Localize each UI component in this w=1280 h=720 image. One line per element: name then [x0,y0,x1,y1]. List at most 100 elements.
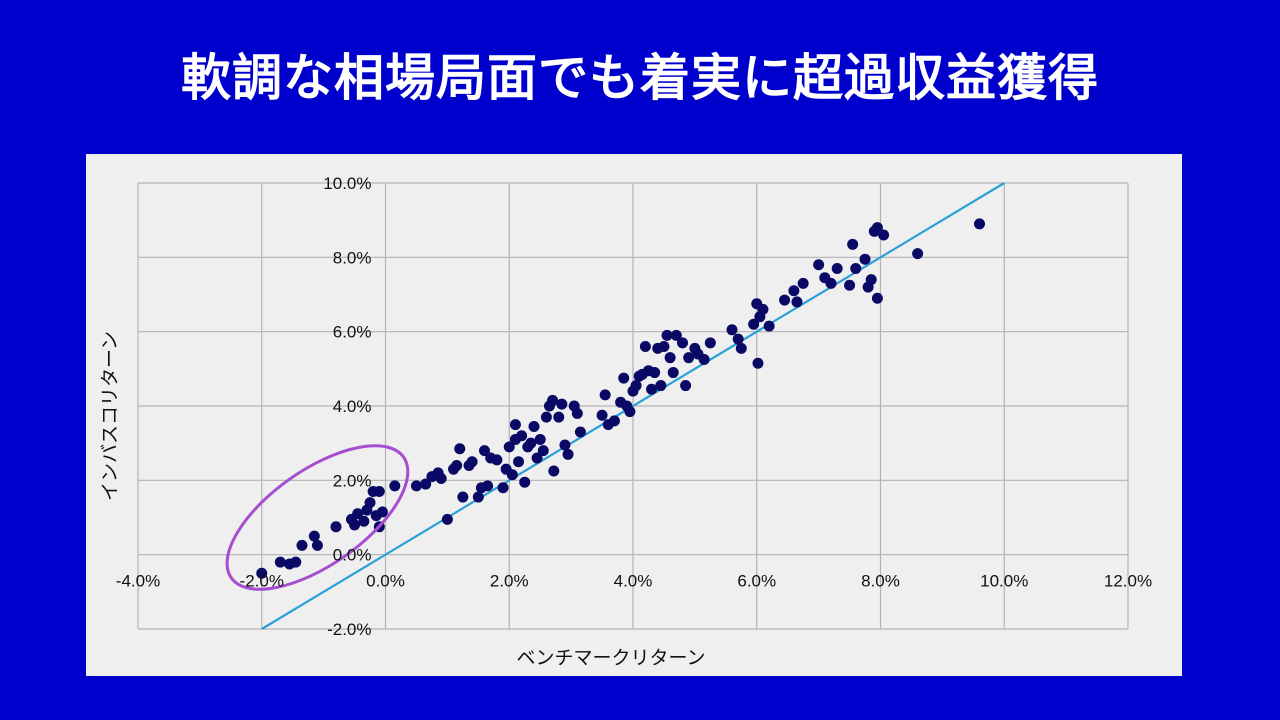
data-point-56 [548,465,560,477]
data-point-97 [748,318,760,330]
x-tick-label-1: -2.0% [240,572,284,591]
data-point-4 [296,539,308,551]
x-tick-label-4: 4.0% [614,572,653,591]
data-point-5 [308,530,320,542]
data-point-67 [608,415,620,427]
reference-line-layer [261,182,1005,630]
data-point-7 [330,521,342,533]
data-point-101 [757,303,769,315]
data-point-120 [878,229,890,241]
data-point-49 [528,420,540,432]
data-point-84 [664,352,676,364]
data-point-104 [788,285,800,297]
data-point-82 [658,341,670,353]
data-point-53 [540,411,552,423]
data-point-38 [497,482,509,494]
data-point-18 [373,485,385,497]
data-point-109 [825,277,837,289]
data-point-57 [553,411,565,423]
data-point-60 [562,448,574,460]
data-point-37 [491,454,503,466]
data-point-58 [556,398,568,410]
data-point-73 [630,380,642,392]
y-tick-label-1: 0.0% [333,546,372,565]
data-point-10 [352,508,364,520]
x-tick-label-5: 6.0% [737,572,776,591]
data-point-27 [451,459,463,471]
data-point-28 [454,443,466,455]
data-point-21 [420,478,432,490]
data-point-55 [547,394,559,406]
data-point-13 [364,497,376,509]
data-point-83 [661,329,673,341]
data-point-105 [791,296,803,308]
data-point-95 [732,333,744,345]
data-point-71 [624,406,636,418]
scatter-chart: -4.0% -2.0% 0.0% 2.0% 4.0% 6.0% 8.0% 10.0% 12.0%… [99,174,1152,669]
y-tick-label-4: 6.0% [333,323,372,342]
data-point-76 [639,341,651,353]
data-point-40 [503,441,515,453]
data-point-51 [534,433,546,445]
data-point-19 [389,480,401,492]
data-point-113 [850,262,862,274]
data-point-78 [646,383,658,395]
data-point-87 [677,337,688,349]
data-point-29 [457,491,469,503]
data-point-112 [847,238,859,250]
data-point-118 [871,222,883,234]
data-point-94 [726,324,738,336]
y-tick-label-6: 10.0% [323,174,371,193]
data-point-17 [376,506,388,518]
data-point-32 [472,491,484,503]
data-point-62 [571,407,583,419]
highlight-layer [225,444,410,591]
data-point-106 [797,277,809,289]
data-point-63 [574,426,586,438]
data-point-65 [599,389,611,401]
data-point-9 [349,519,361,531]
y-tick-label-0: -2.0% [327,620,371,639]
y-tick-label-3: 4.0% [333,397,372,416]
data-point-121 [912,248,924,260]
data-point-119 [871,292,883,304]
data-point-116 [865,274,877,286]
y-axis-title: インバスコリターン [99,331,121,501]
data-point-6 [311,539,323,551]
x-tick-label-0: -4.0% [116,572,160,591]
data-point-45 [516,430,528,442]
data-point-88 [680,380,692,392]
data-point-69 [618,372,630,384]
data-point-111 [844,279,856,291]
y-tick-label-2: 2.0% [333,471,372,490]
data-point-59 [559,439,571,451]
data-point-103 [779,294,791,306]
data-point-81 [655,380,667,392]
data-points [256,218,985,579]
data-point-96 [735,342,747,354]
data-point-85 [667,367,679,379]
x-tick-label-2: 0.0% [366,572,405,591]
data-point-35 [482,480,494,492]
y-tick-label-5: 8.0% [333,248,372,267]
data-point-44 [513,456,525,468]
data-point-114 [859,253,871,265]
data-point-3 [290,556,302,568]
data-point-110 [831,262,843,274]
data-point-64 [596,409,608,421]
data-point-93 [704,337,716,349]
data-point-41 [506,469,518,481]
data-point-99 [752,357,764,369]
data-point-79 [649,367,661,379]
data-point-31 [466,456,478,468]
data-point-89 [683,352,695,364]
tick-labels: -4.0% -2.0% 0.0% 2.0% 4.0% 6.0% 8.0% 10.0% 12.0%… [116,174,1152,639]
data-point-102 [763,320,775,332]
data-point-20 [410,480,422,492]
data-point-92 [698,354,710,366]
data-point-24 [435,472,447,484]
chart-panel: -4.0% -2.0% 0.0% 2.0% 4.0% 6.0% 8.0% 10.0% 12.0%… [86,154,1182,676]
data-point-50 [531,452,543,464]
x-axis-title: ベンチマークリターン [516,647,705,669]
data-point-1 [274,556,286,568]
